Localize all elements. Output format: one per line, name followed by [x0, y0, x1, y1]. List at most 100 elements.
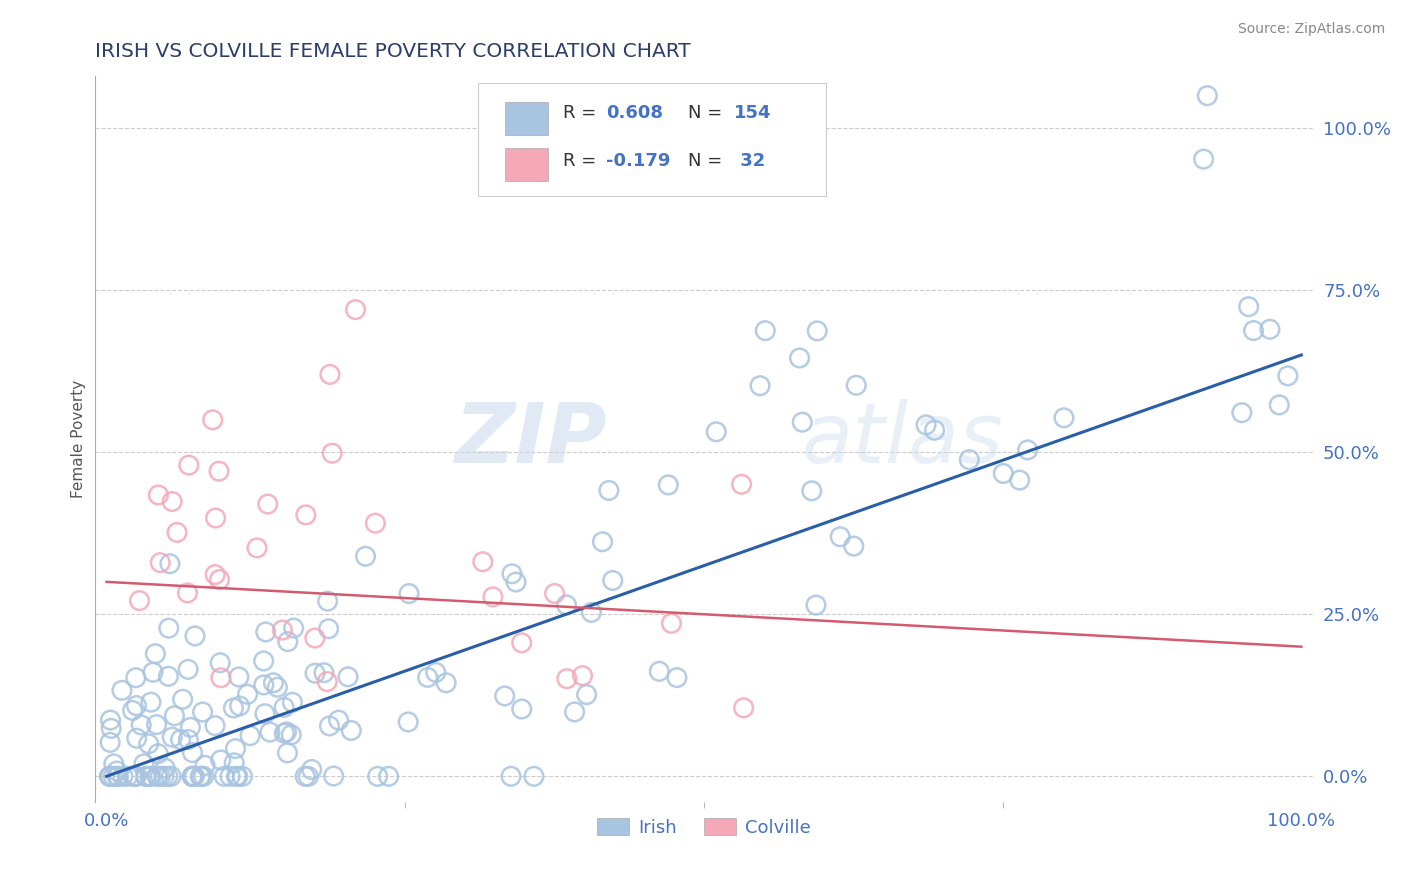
Point — [153, 761, 176, 775]
Point — [124, 769, 146, 783]
FancyBboxPatch shape — [505, 103, 548, 135]
Legend: Irish, Colville: Irish, Colville — [589, 811, 818, 844]
Point — [98, 769, 121, 783]
Point — [160, 769, 183, 783]
Point — [304, 631, 326, 645]
Point — [125, 769, 148, 783]
Point — [354, 549, 377, 564]
Point — [191, 705, 214, 719]
Point — [800, 483, 823, 498]
Point — [254, 624, 277, 639]
Point — [1053, 410, 1076, 425]
Point — [789, 351, 811, 365]
Point — [226, 769, 249, 783]
Point — [181, 769, 204, 783]
Point — [280, 728, 302, 742]
Point — [225, 741, 247, 756]
Point — [145, 717, 167, 731]
Point — [830, 530, 852, 544]
Point — [571, 669, 593, 683]
Point — [103, 769, 125, 783]
Point — [228, 698, 250, 713]
Point — [316, 594, 339, 608]
Point — [505, 575, 527, 590]
Point — [277, 634, 299, 648]
Text: 154: 154 — [734, 104, 772, 122]
Text: R =: R = — [562, 104, 602, 122]
Point — [602, 574, 624, 588]
Point — [581, 606, 603, 620]
Point — [730, 477, 752, 491]
Point — [135, 769, 157, 783]
Point — [281, 695, 304, 709]
Point — [416, 670, 439, 684]
Point — [319, 368, 342, 382]
Point — [564, 705, 586, 719]
Point — [169, 732, 191, 747]
FancyBboxPatch shape — [478, 84, 825, 196]
Point — [749, 378, 772, 392]
Point — [153, 769, 176, 783]
Text: ZIP: ZIP — [454, 399, 606, 480]
Point — [842, 539, 865, 553]
Point — [276, 725, 298, 739]
Point — [111, 769, 134, 783]
Point — [367, 769, 389, 783]
Point — [1017, 442, 1039, 457]
Point — [204, 719, 226, 733]
Point — [231, 769, 253, 783]
Point — [1192, 152, 1215, 166]
Point — [510, 702, 533, 716]
Point — [157, 669, 180, 683]
Point — [183, 769, 205, 783]
Point — [792, 415, 814, 429]
Point — [704, 425, 727, 439]
Point — [555, 598, 578, 612]
Point — [103, 756, 125, 771]
Point — [322, 769, 344, 783]
Y-axis label: Female Poverty: Female Poverty — [72, 380, 86, 499]
Point — [163, 708, 186, 723]
Point — [591, 534, 613, 549]
Point — [482, 590, 505, 604]
Point — [177, 662, 200, 676]
Point — [121, 703, 143, 717]
Text: 0.608: 0.608 — [606, 104, 664, 122]
Point — [228, 670, 250, 684]
Point — [146, 769, 169, 783]
Point — [328, 713, 350, 727]
Point — [259, 725, 281, 739]
Point — [177, 458, 200, 472]
Point — [98, 769, 121, 783]
Point — [166, 525, 188, 540]
Point — [804, 598, 827, 612]
Point — [204, 511, 226, 525]
Text: Source: ZipAtlas.com: Source: ZipAtlas.com — [1237, 22, 1385, 37]
Point — [754, 324, 776, 338]
Point — [316, 674, 339, 689]
Point — [510, 636, 533, 650]
Point — [125, 731, 148, 746]
Point — [135, 769, 157, 783]
Point — [297, 769, 319, 783]
Point — [304, 666, 326, 681]
Point — [1243, 324, 1265, 338]
Point — [107, 769, 129, 783]
Point — [146, 747, 169, 761]
Text: N =: N = — [688, 153, 728, 170]
Point — [294, 769, 316, 783]
Point — [301, 763, 323, 777]
Point — [148, 488, 170, 502]
Point — [129, 718, 152, 732]
Point — [146, 769, 169, 783]
Text: -0.179: -0.179 — [606, 153, 671, 170]
Point — [100, 713, 122, 727]
Point — [193, 769, 215, 783]
Point — [523, 769, 546, 783]
Point — [246, 541, 269, 555]
Point — [160, 494, 183, 508]
Point — [149, 556, 172, 570]
Point — [139, 695, 162, 709]
Point — [188, 769, 211, 783]
Text: N =: N = — [688, 104, 728, 122]
